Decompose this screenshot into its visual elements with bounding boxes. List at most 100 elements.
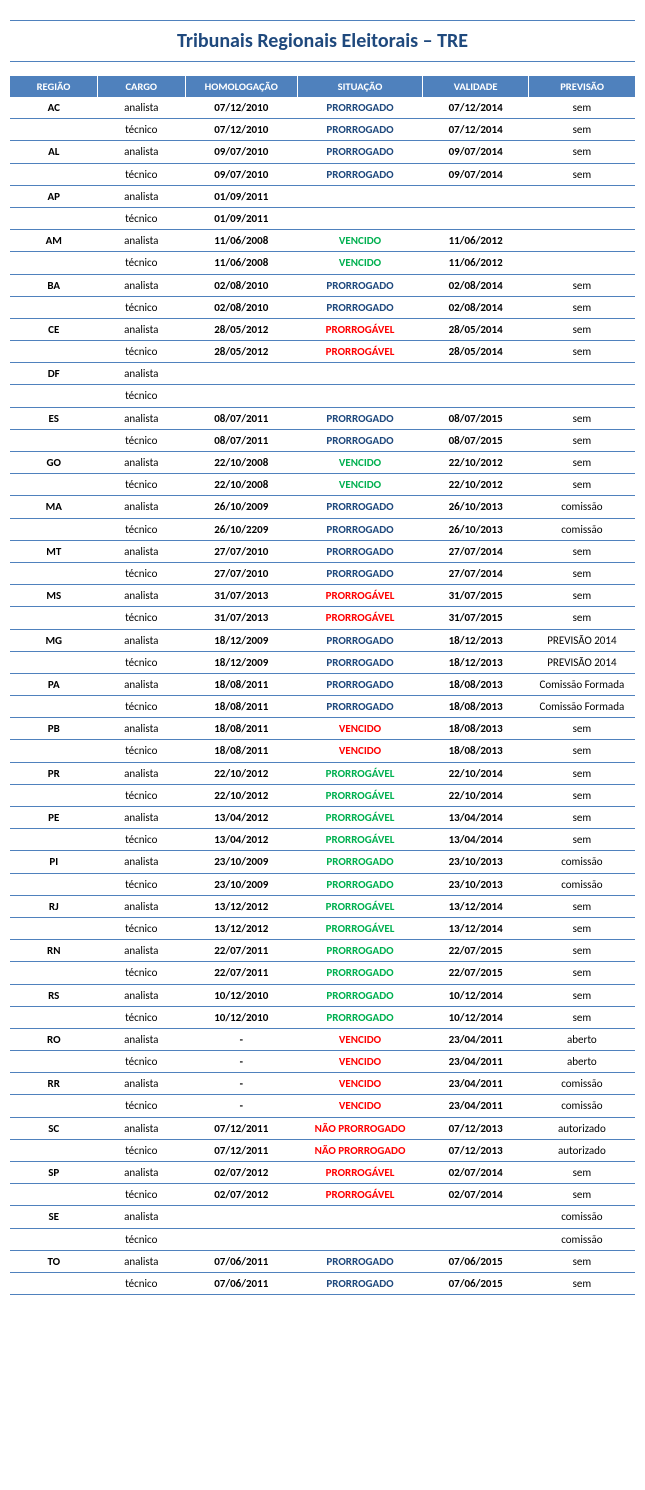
cell-regiao: PB	[10, 718, 98, 740]
cell-hom: 23/10/2009	[185, 851, 298, 873]
cell-val: 22/10/2014	[423, 784, 529, 806]
cell-val: 23/10/2013	[423, 873, 529, 895]
cell-prev: sem	[529, 1184, 635, 1206]
cell-val: 18/08/2013	[423, 718, 529, 740]
cell-regiao: MT	[10, 540, 98, 562]
cell-prev: comissão	[529, 518, 635, 540]
table-row: técnico07/06/2011PRORROGADO07/06/2015sem	[10, 1272, 635, 1294]
cell-regiao	[10, 829, 98, 851]
cell-sit: PRORROGADO	[298, 1006, 423, 1028]
cell-prev: sem	[529, 540, 635, 562]
cell-hom: 02/08/2010	[185, 296, 298, 318]
table-row: técnico22/10/2008VENCIDO22/10/2012sem	[10, 474, 635, 496]
cell-val: 13/12/2014	[423, 917, 529, 939]
cell-regiao	[10, 1272, 98, 1294]
table-row: técnico22/10/2012PRORROGÁVEL22/10/2014se…	[10, 784, 635, 806]
table-row: técnico18/12/2009PRORROGADO18/12/2013PRE…	[10, 651, 635, 673]
cell-val: 02/08/2014	[423, 296, 529, 318]
cell-cargo: analista	[98, 585, 186, 607]
table-row: ACanalista07/12/2010PRORROGADO07/12/2014…	[10, 97, 635, 119]
cell-sit: VENCIDO	[298, 718, 423, 740]
cell-hom: 10/12/2010	[185, 1006, 298, 1028]
cell-sit: PRORROGADO	[298, 1250, 423, 1272]
cell-cargo: técnico	[98, 163, 186, 185]
table-row: ROanalista-VENCIDO23/04/2011aberto	[10, 1028, 635, 1050]
table-row: MSanalista31/07/2013PRORROGÁVEL31/07/201…	[10, 585, 635, 607]
cell-hom: 07/12/2010	[185, 119, 298, 141]
cell-cargo: analista	[98, 807, 186, 829]
cell-hom: 22/07/2011	[185, 940, 298, 962]
table-row: técnico07/12/2010PRORROGADO07/12/2014sem	[10, 119, 635, 141]
table-row: técnico11/06/2008VENCIDO11/06/2012	[10, 252, 635, 274]
cell-hom: 22/10/2008	[185, 474, 298, 496]
cell-cargo: analista	[98, 1028, 186, 1050]
cell-regiao	[10, 163, 98, 185]
cell-hom	[185, 1228, 298, 1250]
cell-regiao	[10, 784, 98, 806]
cell-hom: 02/07/2012	[185, 1162, 298, 1184]
cell-hom: 09/07/2010	[185, 141, 298, 163]
table-row: técnico18/08/2011VENCIDO18/08/2013sem	[10, 740, 635, 762]
cell-val: 31/07/2015	[423, 585, 529, 607]
cell-prev	[529, 207, 635, 229]
cell-regiao: SC	[10, 1117, 98, 1139]
cell-sit: PRORROGADO	[298, 429, 423, 451]
cell-hom: 02/08/2010	[185, 274, 298, 296]
cell-cargo: analista	[98, 141, 186, 163]
cell-cargo: técnico	[98, 696, 186, 718]
cell-prev: sem	[529, 119, 635, 141]
cell-sit: PRORROGADO	[298, 962, 423, 984]
cell-regiao: DF	[10, 363, 98, 385]
cell-regiao	[10, 917, 98, 939]
cell-hom: 31/07/2013	[185, 607, 298, 629]
cell-val: 02/07/2014	[423, 1162, 529, 1184]
cell-cargo: técnico	[98, 562, 186, 584]
cell-val: 13/04/2014	[423, 829, 529, 851]
cell-hom: 27/07/2010	[185, 540, 298, 562]
cell-val: 13/04/2014	[423, 807, 529, 829]
table-row: DFanalista	[10, 363, 635, 385]
cell-val: 11/06/2012	[423, 252, 529, 274]
cell-val: 27/07/2014	[423, 562, 529, 584]
table-row: técnico01/09/2011	[10, 207, 635, 229]
cell-regiao	[10, 341, 98, 363]
cell-cargo: técnico	[98, 607, 186, 629]
col-previsao: PREVISÃO	[529, 76, 635, 97]
cell-cargo: técnico	[98, 962, 186, 984]
cell-prev	[529, 385, 635, 407]
cell-prev: autorizado	[529, 1139, 635, 1161]
cell-cargo: técnico	[98, 429, 186, 451]
cell-prev: sem	[529, 429, 635, 451]
cell-val: 09/07/2014	[423, 141, 529, 163]
table-row: SEanalistacomissão	[10, 1206, 635, 1228]
cell-cargo: técnico	[98, 518, 186, 540]
cell-prev: sem	[529, 940, 635, 962]
cell-cargo: analista	[98, 718, 186, 740]
cell-val: 23/10/2013	[423, 851, 529, 873]
cell-prev: comissão	[529, 851, 635, 873]
cell-regiao	[10, 1006, 98, 1028]
cell-val: 26/10/2013	[423, 496, 529, 518]
cell-hom: 18/08/2011	[185, 718, 298, 740]
cell-hom: 07/12/2010	[185, 97, 298, 119]
page-title: Tribunais Regionais Eleitorais – TRE	[10, 20, 635, 62]
cell-regiao	[10, 873, 98, 895]
cell-prev: autorizado	[529, 1117, 635, 1139]
cell-sit: PRORROGADO	[298, 141, 423, 163]
cell-hom: 28/05/2012	[185, 318, 298, 340]
cell-hom: -	[185, 1073, 298, 1095]
cell-regiao: RR	[10, 1073, 98, 1095]
cell-sit: PRORROGADO	[298, 296, 423, 318]
table-row: PAanalista18/08/2011PRORROGADO18/08/2013…	[10, 673, 635, 695]
cell-sit: VENCIDO	[298, 474, 423, 496]
cell-sit: PRORROGADO	[298, 540, 423, 562]
cell-prev: sem	[529, 762, 635, 784]
cell-sit: PRORROGADO	[298, 673, 423, 695]
cell-sit: PRORROGADO	[298, 873, 423, 895]
cell-val	[423, 1206, 529, 1228]
table-row: técnico13/12/2012PRORROGÁVEL13/12/2014se…	[10, 917, 635, 939]
cell-sit: VENCIDO	[298, 740, 423, 762]
cell-val: 23/04/2011	[423, 1095, 529, 1117]
cell-cargo: analista	[98, 940, 186, 962]
cell-cargo: técnico	[98, 474, 186, 496]
